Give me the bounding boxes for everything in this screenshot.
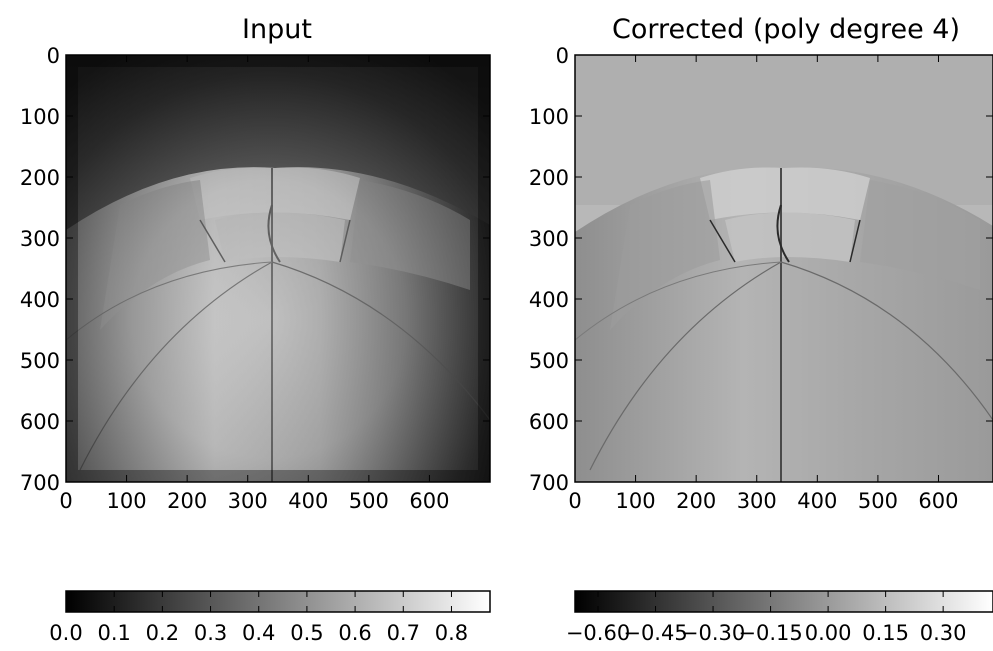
input-colorbar-tick-label: 0.0 xyxy=(49,621,82,645)
input-y-tick-label: 500 xyxy=(20,349,60,373)
corrected-colorbar-tick-label: −0.60 xyxy=(566,621,630,645)
input-y-tick-label: 600 xyxy=(20,410,60,434)
corrected-y-tick-label: 500 xyxy=(529,349,569,373)
corrected-panel: Corrected (poly degree 4) 0 100 200 300 400 5… xyxy=(529,14,993,513)
input-y-tick-label: 400 xyxy=(20,288,60,312)
input-colorbar-tick-label: 0.6 xyxy=(338,621,371,645)
input-colorbar-tick-label: 0.8 xyxy=(435,621,468,645)
corrected-colorbar: −0.60−0.45−0.30−0.15 0.00 0.15 0.30 xyxy=(566,590,993,645)
corrected-colorbar-tick-label: −0.45 xyxy=(623,621,687,645)
corrected-colorbar-tick-label: 0.30 xyxy=(920,621,967,645)
input-x-tick-label: 0 xyxy=(59,489,72,513)
input-x-tick-label: 600 xyxy=(409,489,449,513)
input-x-tick-label: 100 xyxy=(107,489,147,513)
corrected-colorbar-tick-label: −0.15 xyxy=(738,621,802,645)
corrected-y-tick-label: 600 xyxy=(529,410,569,434)
corrected-x-tick-label: 500 xyxy=(858,489,898,513)
input-panel: Input 0 100 200 300 400 500 600 0 100 200 300 400 50… xyxy=(20,14,491,513)
corrected-image xyxy=(575,55,993,482)
input-colorbar-tick-label: 0.5 xyxy=(290,621,323,645)
input-colorbar-tick-label: 0.7 xyxy=(387,621,420,645)
corrected-y-tick-label: 100 xyxy=(529,105,569,129)
input-y-tick-label: 300 xyxy=(20,227,60,251)
corrected-y-tick-label: 400 xyxy=(529,288,569,312)
corrected-y-tick-label: 700 xyxy=(529,471,569,495)
corrected-colorbar-tick-label: 0.00 xyxy=(805,621,852,645)
corrected-x-tick-label: 300 xyxy=(737,489,777,513)
corrected-x-tick-label: 600 xyxy=(918,489,958,513)
input-image xyxy=(66,55,490,482)
corrected-colorbar-tick-label: 0.15 xyxy=(862,621,909,645)
corrected-y-tick-label: 200 xyxy=(529,166,569,190)
input-title: Input xyxy=(242,14,312,45)
corrected-x-tick-label: 200 xyxy=(676,489,716,513)
corrected-colorbar-tick-label: −0.30 xyxy=(681,621,745,645)
corrected-x-tick-label: 0 xyxy=(568,489,581,513)
input-colorbar-tick-label: 0.1 xyxy=(97,621,130,645)
corrected-title: Corrected (poly degree 4) xyxy=(612,14,960,45)
corrected-y-tick-label: 300 xyxy=(529,227,569,251)
input-x-tick-label: 400 xyxy=(288,489,328,513)
input-y-tick-label: 200 xyxy=(20,166,60,190)
input-colorbar-tick-label: 0.2 xyxy=(146,621,179,645)
input-x-tick-label: 500 xyxy=(349,489,389,513)
input-x-tick-label: 300 xyxy=(228,489,268,513)
input-x-tick-label: 200 xyxy=(167,489,207,513)
input-y-tick-label: 700 xyxy=(20,471,60,495)
input-colorbar-tick-label: 0.3 xyxy=(194,621,227,645)
input-y-tick-label: 0 xyxy=(47,44,60,68)
corrected-y-tick-label: 0 xyxy=(556,44,569,68)
input-colorbar-tick-label: 0.4 xyxy=(242,621,275,645)
input-colorbar: 0.0 0.1 0.2 0.3 0.4 0.5 0.6 0.7 0.8 xyxy=(49,590,491,645)
corrected-x-tick-label: 400 xyxy=(797,489,837,513)
input-y-tick-label: 100 xyxy=(20,105,60,129)
corrected-x-tick-label: 100 xyxy=(616,489,656,513)
